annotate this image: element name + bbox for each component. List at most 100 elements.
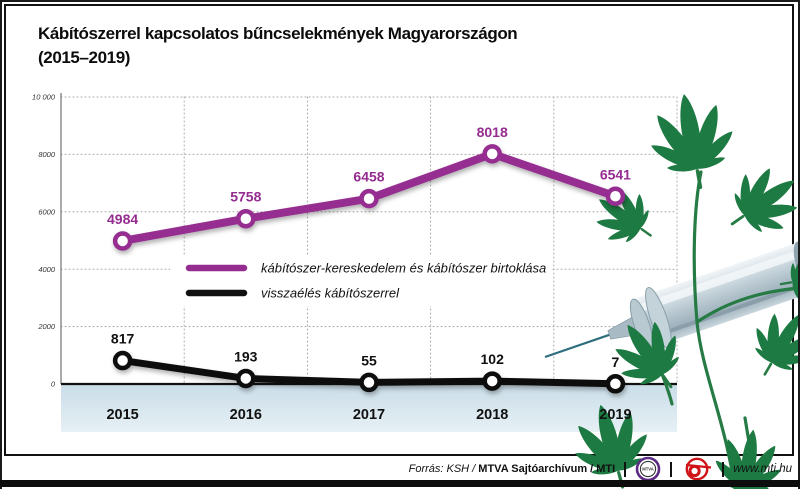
data-point [482, 144, 502, 164]
leaf-blade [616, 458, 643, 471]
leaf-blade [651, 321, 666, 376]
year-label: 2018 [476, 407, 508, 423]
data-point [359, 372, 379, 393]
baseline-band [61, 385, 677, 432]
leaf-blade [771, 335, 800, 363]
value-label: 4984 [107, 211, 138, 227]
legend-label: visszaélés kábítószerrel [261, 286, 400, 301]
leaf-blade [627, 324, 663, 375]
leaf-blade [792, 281, 800, 300]
syringe-needle [544, 333, 612, 359]
leaf-blade [790, 263, 796, 283]
leaf-blade [575, 453, 620, 471]
data-point [236, 208, 256, 229]
leaf-blade [743, 204, 798, 219]
y-tick-label: 6000 [38, 207, 56, 216]
leaf-blade [651, 145, 699, 169]
leaf-stem [695, 169, 703, 190]
leaf-blade [639, 209, 649, 229]
leaf-blade [744, 445, 776, 489]
footer: Forrás: KSH / MTVA Sajtóarchívum / MTI M… [409, 456, 792, 482]
leaf-blade [591, 467, 620, 475]
leaf-blade [695, 157, 726, 169]
value-label: 6541 [600, 166, 631, 182]
value-label: 6458 [353, 169, 384, 185]
leaf-blade [744, 168, 770, 217]
leaf-blade [744, 214, 762, 232]
value-label: 55 [361, 352, 377, 368]
leaf-blade [770, 361, 793, 370]
legend-label: kábítószer-kereskedelem és kábítószer bi… [261, 261, 546, 276]
cannabis-leaf [596, 189, 652, 243]
syringe-illustration [544, 241, 800, 359]
leaf-blade [661, 335, 676, 376]
leaf-blade [625, 227, 641, 243]
y-tick-label: 2000 [37, 322, 56, 331]
data-point [112, 231, 133, 251]
leaf-blade [615, 349, 664, 375]
data-point [112, 350, 133, 371]
leaf-blade [743, 214, 784, 229]
value-label: 8018 [477, 124, 508, 140]
value-label: 102 [481, 351, 505, 367]
value-label: 817 [111, 331, 135, 347]
value-label: 193 [234, 348, 258, 364]
leaf-blade [640, 373, 664, 385]
leaf-blade [578, 425, 619, 472]
leaf-blade [657, 115, 698, 170]
data-point [482, 371, 502, 391]
year-label: 2017 [353, 407, 385, 423]
source-prefix: Forrás: KSH / [408, 463, 476, 475]
cannabis-leaf [615, 321, 679, 389]
leaf-blade [667, 164, 699, 172]
footer-divider [670, 461, 673, 477]
year-label: 2019 [599, 407, 631, 423]
leaf-blade [661, 357, 679, 375]
footer-divider [722, 461, 725, 477]
legend-backing [170, 256, 552, 306]
data-point [605, 374, 626, 394]
y-tick-label: 0 [51, 380, 56, 389]
legend: kábítószer-kereskedelem és kábítószer bi… [185, 261, 546, 301]
leaf-blade [755, 347, 773, 363]
syringe-highlight [637, 249, 800, 313]
website-link: www.mti.hu [733, 463, 792, 475]
source-credit: Forrás: KSH / MTVA Sajtóarchívum / MTI [409, 463, 616, 475]
page-title: Kábítószerrel kapcsolatos bűncselekménye… [38, 22, 518, 70]
leaf-blade [607, 227, 641, 240]
leaf-stem [730, 214, 745, 226]
leaf-blade [599, 199, 641, 229]
series-abuse [112, 350, 626, 394]
cannabis-leaf [575, 404, 647, 489]
bottom-bar [0, 480, 800, 487]
leaf-blade [771, 314, 800, 363]
leaf-stem [661, 374, 673, 389]
leaf-stem [779, 281, 793, 286]
cannabis-leaf [651, 94, 733, 190]
leaf-blade [727, 439, 747, 489]
year-label: 2016 [230, 407, 262, 423]
year-label: 2015 [106, 407, 138, 423]
leaf-blade [744, 180, 795, 216]
title-line-1: Kábítószerrel kapcsolatos bűncselekménye… [38, 24, 518, 43]
data-point [359, 188, 379, 209]
y-tick-label: 8000 [38, 150, 56, 159]
series-trade [112, 144, 626, 251]
title-line-2: (2015–2019) [38, 48, 131, 67]
mtva-logo-text: MTVA [642, 467, 654, 472]
syringe-shade [647, 280, 800, 341]
cannabis-leaf [730, 168, 798, 232]
source-agencies: MTVA Sajtóarchívum / MTI [478, 463, 616, 475]
syringe-barrel [631, 241, 800, 350]
leaf-stem [640, 227, 652, 237]
mti-logo [685, 457, 712, 481]
leaf-blade [598, 404, 621, 472]
data-point [236, 368, 256, 389]
leaf-blade [615, 411, 633, 472]
value-label: 7 [612, 354, 620, 370]
footer-divider [624, 461, 627, 477]
value-label: 5758 [230, 189, 261, 205]
mtva-logo: MTVA [635, 456, 661, 482]
